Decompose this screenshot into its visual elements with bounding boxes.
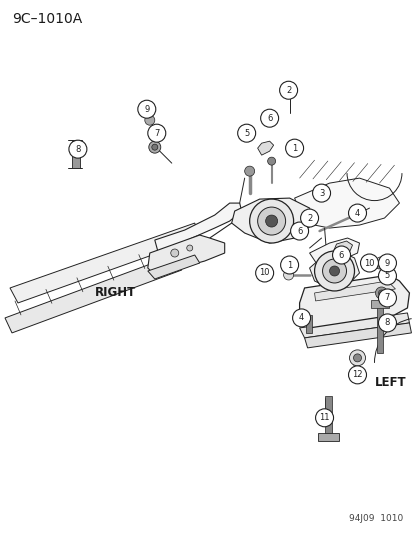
Circle shape [292, 309, 310, 327]
Polygon shape [314, 281, 394, 301]
Circle shape [349, 350, 365, 366]
Text: 4: 4 [354, 208, 359, 217]
Circle shape [332, 246, 350, 264]
Circle shape [237, 124, 255, 142]
Text: 9C–1010A: 9C–1010A [12, 12, 82, 26]
Circle shape [300, 209, 318, 227]
Circle shape [348, 366, 366, 384]
Circle shape [375, 261, 382, 269]
Circle shape [147, 124, 165, 142]
Circle shape [138, 100, 155, 118]
Text: 11: 11 [318, 413, 329, 422]
Circle shape [353, 354, 361, 362]
Text: 8: 8 [75, 144, 81, 154]
Bar [72, 140, 80, 168]
Circle shape [285, 139, 303, 157]
Circle shape [257, 207, 285, 235]
Text: 6: 6 [266, 114, 272, 123]
Text: 2: 2 [306, 214, 311, 223]
Text: 5: 5 [243, 128, 249, 138]
Circle shape [377, 289, 396, 307]
Circle shape [382, 276, 386, 280]
Polygon shape [299, 313, 408, 338]
Polygon shape [333, 241, 352, 256]
Bar [377, 301, 382, 353]
Text: 7: 7 [384, 294, 389, 302]
Text: 9: 9 [144, 104, 149, 114]
Text: 6: 6 [338, 251, 343, 260]
Polygon shape [294, 178, 399, 228]
Polygon shape [309, 238, 358, 265]
Circle shape [145, 115, 154, 125]
Bar [305, 315, 311, 333]
Polygon shape [304, 323, 411, 348]
Circle shape [170, 249, 178, 257]
Polygon shape [309, 251, 358, 288]
Circle shape [255, 264, 273, 282]
Circle shape [312, 184, 330, 202]
Circle shape [375, 257, 384, 265]
Text: 10: 10 [363, 259, 374, 268]
Polygon shape [154, 203, 241, 251]
Circle shape [244, 166, 254, 176]
Circle shape [249, 199, 293, 243]
Circle shape [360, 254, 377, 272]
Polygon shape [257, 141, 273, 155]
Circle shape [377, 254, 396, 272]
Circle shape [280, 256, 298, 274]
Text: LEFT: LEFT [374, 376, 405, 389]
Circle shape [279, 81, 297, 99]
Bar [370, 300, 389, 308]
Polygon shape [231, 198, 314, 243]
Bar [324, 396, 331, 438]
Circle shape [283, 270, 293, 280]
Polygon shape [5, 255, 181, 333]
Bar [317, 433, 338, 441]
Circle shape [377, 314, 396, 332]
Polygon shape [147, 235, 224, 275]
Text: 5: 5 [384, 271, 389, 280]
Text: 4: 4 [298, 313, 304, 322]
Circle shape [377, 267, 396, 285]
Circle shape [375, 287, 387, 299]
Text: 94J09  1010: 94J09 1010 [348, 514, 403, 523]
Text: 10: 10 [259, 269, 269, 278]
Circle shape [260, 109, 278, 127]
Circle shape [267, 157, 275, 165]
Text: RIGHT: RIGHT [95, 286, 136, 300]
Circle shape [322, 259, 346, 283]
Circle shape [186, 245, 192, 251]
Circle shape [152, 144, 157, 150]
Text: 7: 7 [154, 128, 159, 138]
Text: 3: 3 [318, 189, 323, 198]
Circle shape [377, 290, 384, 296]
Circle shape [314, 251, 354, 291]
Polygon shape [147, 255, 199, 279]
Text: 8: 8 [384, 318, 389, 327]
Text: 2: 2 [285, 86, 290, 95]
Text: 9: 9 [384, 259, 389, 268]
Polygon shape [299, 275, 408, 328]
Circle shape [348, 204, 366, 222]
Text: 1: 1 [291, 144, 297, 152]
Text: 6: 6 [296, 227, 301, 236]
Circle shape [379, 273, 389, 283]
Circle shape [265, 215, 277, 227]
Text: 12: 12 [351, 370, 362, 379]
Circle shape [69, 140, 87, 158]
Circle shape [290, 222, 308, 240]
Circle shape [315, 409, 333, 427]
Circle shape [329, 266, 339, 276]
Text: 1: 1 [286, 261, 292, 270]
Circle shape [148, 141, 160, 153]
Polygon shape [10, 223, 199, 303]
